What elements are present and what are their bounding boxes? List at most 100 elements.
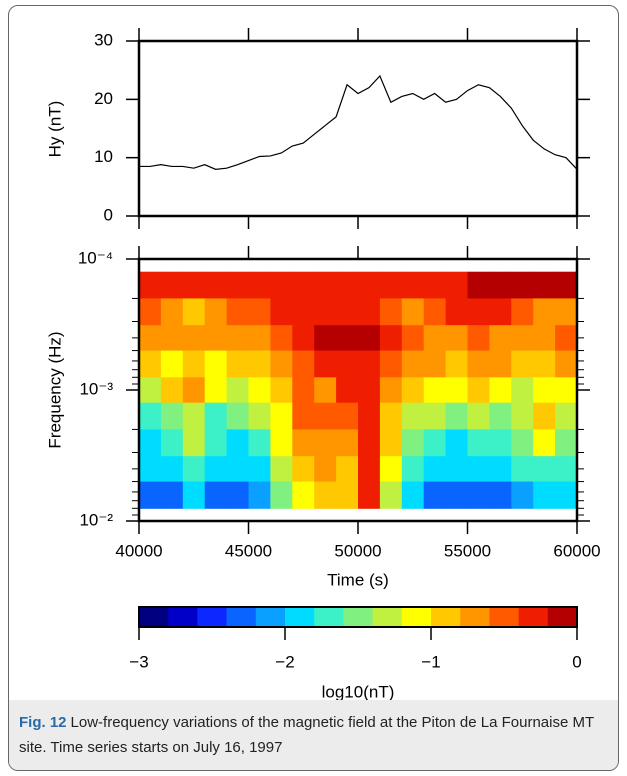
heatmap-cell xyxy=(379,325,403,352)
x-tick-label: 40000 xyxy=(115,541,162,560)
heatmap-cell xyxy=(226,456,249,483)
colorbar-swatch xyxy=(518,607,549,627)
heatmap-cell xyxy=(248,481,271,509)
heatmap-cell xyxy=(314,481,337,509)
heatmap-cell xyxy=(139,402,162,430)
heatmap-cell xyxy=(336,271,359,299)
heatmap-cell xyxy=(511,271,534,299)
heatmap-cell xyxy=(358,325,381,352)
heatmap-cell xyxy=(533,350,556,378)
x-tick-label: 45000 xyxy=(225,541,272,560)
heatmap-cell xyxy=(511,377,534,404)
heatmap-cell xyxy=(423,377,447,404)
x-tick-label: 50000 xyxy=(334,541,381,560)
heatmap-cell xyxy=(401,481,425,509)
heatmap-cell xyxy=(160,325,184,352)
heatmap-cell xyxy=(423,429,447,457)
heatmap-cell xyxy=(467,429,490,457)
heatmap-cell xyxy=(226,298,249,326)
heatmap-cell xyxy=(511,298,534,326)
heatmap-cell xyxy=(292,402,315,430)
heatmap-cell xyxy=(423,325,447,352)
heatmap-cell xyxy=(139,298,162,326)
heatmap-cell xyxy=(379,298,403,326)
heatmap-cell xyxy=(401,402,425,430)
heatmap-cell xyxy=(314,325,337,352)
heatmap-cell xyxy=(139,377,162,404)
heatmap-cell xyxy=(160,429,184,457)
colorbar-tick-label: 0 xyxy=(572,652,581,671)
heatmap-cell xyxy=(314,271,337,299)
heatmap-cell xyxy=(533,481,556,509)
heatmap-cell xyxy=(445,481,468,509)
heatmap-cell xyxy=(533,402,556,430)
heatmap-cell xyxy=(226,377,249,404)
colorbar-tick-label: −3 xyxy=(129,652,148,671)
heatmap-cell xyxy=(292,271,315,299)
heatmap-cell xyxy=(489,298,512,326)
heatmap-cell xyxy=(204,271,228,299)
heatmap-cell xyxy=(336,429,359,457)
colorbar-swatch xyxy=(226,607,257,627)
heatmap-cell xyxy=(533,271,556,299)
heatmap-cell xyxy=(423,456,447,483)
heatmap-cell xyxy=(336,481,359,509)
heatmap-cell xyxy=(467,377,490,404)
x-tick-label: 60000 xyxy=(553,541,600,560)
heatmap-cell xyxy=(314,429,337,457)
heatmap-cell xyxy=(314,377,337,404)
heatmap-cell xyxy=(401,271,425,299)
heatmap-cell xyxy=(533,298,556,326)
colorbar-label: log10(nT) xyxy=(322,682,395,701)
heatmap-cell xyxy=(270,350,293,378)
heatmap-cell xyxy=(401,456,425,483)
heatmap-cell xyxy=(204,429,228,457)
heatmap-cell xyxy=(511,429,534,457)
heatmap-cell xyxy=(336,456,359,483)
heatmap-cell xyxy=(292,298,315,326)
x-axis-label: Time (s) xyxy=(327,570,389,589)
heatmap-cell xyxy=(511,402,534,430)
heatmap-cell xyxy=(467,271,490,299)
colorbar-swatch xyxy=(401,607,432,627)
heatmap-cell xyxy=(226,350,249,378)
heatmap-cell xyxy=(314,402,337,430)
heatmap-cell xyxy=(533,456,556,483)
heatmap-cell xyxy=(248,377,271,404)
heatmap-cell xyxy=(204,350,228,378)
colorbar-swatch xyxy=(314,607,344,627)
heatmap-cell xyxy=(248,271,271,299)
heatmap-cell xyxy=(270,325,293,352)
heatmap-cell xyxy=(358,271,381,299)
heatmap-cell xyxy=(139,481,162,509)
chart: Hy (nT) Frequency (Hz) Time (s) log10(nT… xyxy=(45,28,601,701)
heatmap-cell xyxy=(379,271,403,299)
y-tick-label: 0 xyxy=(104,205,113,224)
heatmap-cell xyxy=(489,456,512,483)
heatmap-cell xyxy=(204,377,228,404)
figure: Hy (nT) Frequency (Hz) Time (s) log10(nT… xyxy=(8,5,619,771)
heatmap-cell xyxy=(423,271,447,299)
heatmap-cell xyxy=(401,298,425,326)
y-tick-label: 30 xyxy=(94,30,113,49)
heatmap-cell xyxy=(445,298,468,326)
heatmap-cell xyxy=(445,271,468,299)
heatmap-cell xyxy=(139,325,162,352)
heatmap-cell xyxy=(445,350,468,378)
heatmap-cell xyxy=(204,456,228,483)
heatmap-cell xyxy=(379,350,403,378)
heatmap-cell xyxy=(423,298,447,326)
heatmap-cell xyxy=(160,481,184,509)
heatmap-cell xyxy=(270,429,293,457)
heatmap-cell xyxy=(445,377,468,404)
heatmap-cell xyxy=(182,325,206,352)
heatmap-cell xyxy=(555,350,578,378)
heatmap-cell xyxy=(248,429,271,457)
y-axis-label: Frequency (Hz) xyxy=(45,331,64,448)
heatmap-cell xyxy=(467,325,490,352)
heatmap-cell xyxy=(467,298,490,326)
heatmap-cell xyxy=(248,350,271,378)
heatmap-cell xyxy=(423,402,447,430)
heatmap-cell xyxy=(467,481,490,509)
heatmap-cell xyxy=(226,325,249,352)
